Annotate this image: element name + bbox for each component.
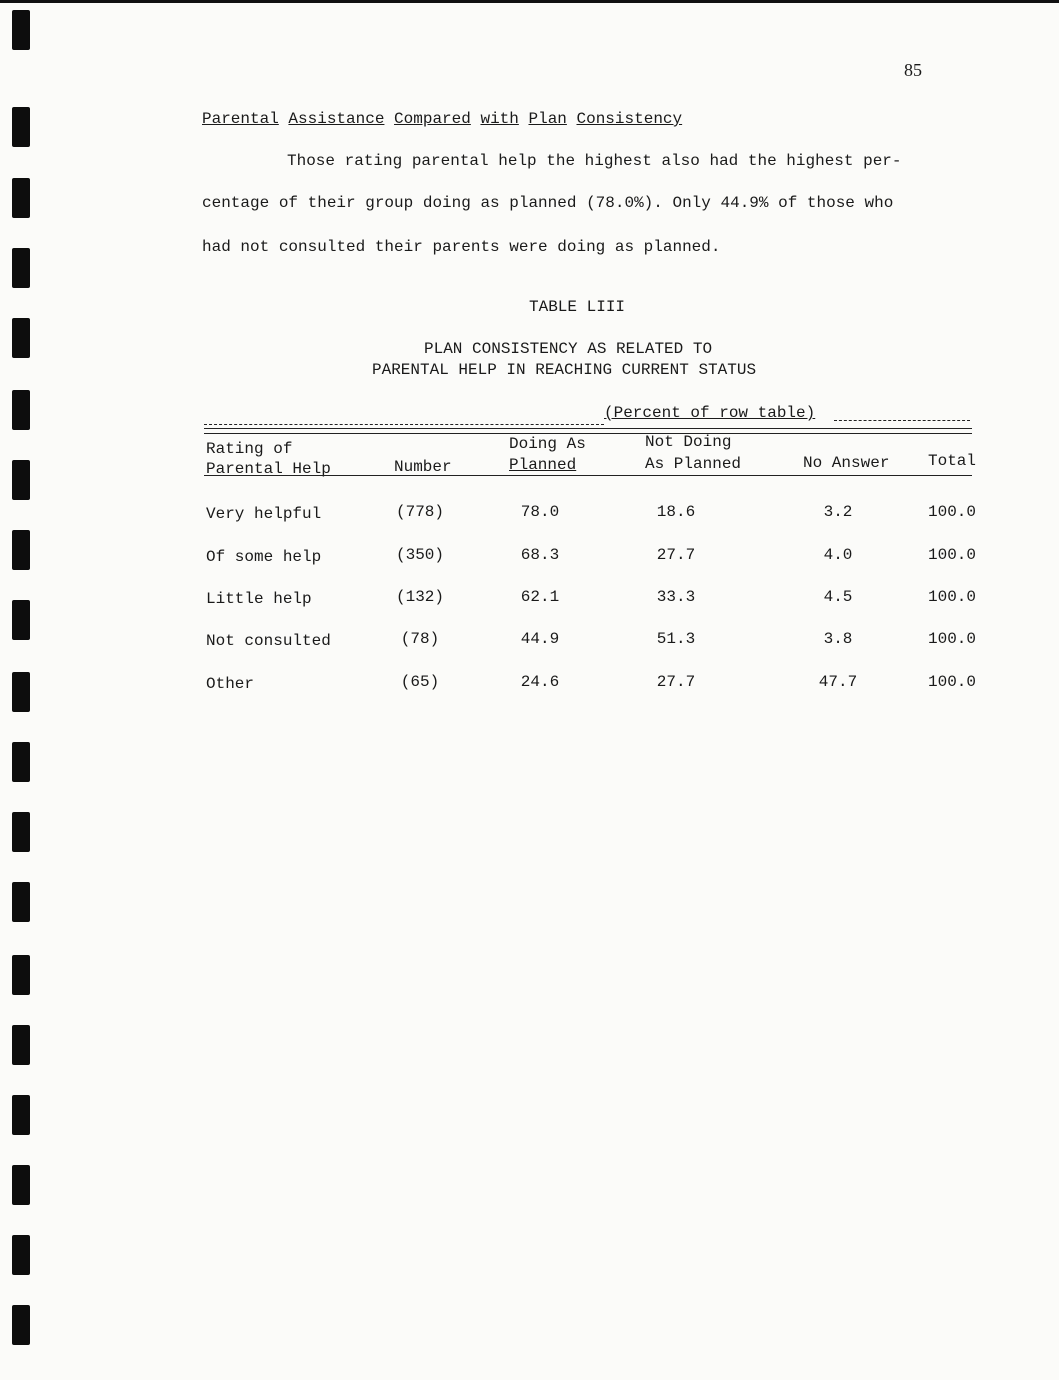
cell-doing: 78.0 <box>520 503 560 521</box>
cell-number: (78) <box>400 630 440 648</box>
binding-hole <box>12 10 30 50</box>
table-subheader: (Percent of row table) <box>604 404 816 422</box>
section-heading: Parental Assistance Compared with Plan C… <box>202 110 682 128</box>
paragraph-line: Those rating parental help the highest a… <box>287 152 902 170</box>
cell-not-doing: 33.3 <box>656 588 696 606</box>
cell-rating: Of some help <box>206 548 322 566</box>
binding-hole <box>12 812 30 852</box>
cell-number: (132) <box>395 588 444 606</box>
heading-word: with <box>480 110 519 128</box>
header-not-doing-line1: Not Doing <box>645 433 732 451</box>
cell-total: 100.0 <box>928 588 977 606</box>
cell-number: (65) <box>400 673 440 691</box>
binding-hole <box>12 1095 30 1135</box>
page-top-edge <box>0 0 1059 3</box>
cell-no-answer: 3.8 <box>823 630 853 648</box>
table-title-line: PLAN CONSISTENCY AS RELATED TO <box>424 340 713 358</box>
cell-total: 100.0 <box>928 630 977 648</box>
cell-rating: Little help <box>206 590 312 608</box>
table-number: TABLE LIII <box>529 298 626 316</box>
header-doing-line1: Doing As <box>509 435 586 453</box>
header-top-rule <box>204 428 972 429</box>
cell-rating: Not consulted <box>206 632 331 650</box>
binding-hole <box>12 1235 30 1275</box>
header-bottom-rule <box>204 475 972 476</box>
header-rating-line2: Parental Help <box>206 460 331 478</box>
cell-number: (778) <box>395 503 444 521</box>
dashed-rule <box>204 424 604 425</box>
header-rating-line1: Rating of <box>206 440 293 458</box>
binding-hole <box>12 882 30 922</box>
heading-word: Assistance <box>288 110 385 128</box>
cell-total: 100.0 <box>928 503 977 521</box>
cell-not-doing: 27.7 <box>656 546 696 564</box>
cell-rating: Very helpful <box>206 505 322 523</box>
binding-hole <box>12 955 30 995</box>
paragraph-line: had not consulted their parents were doi… <box>202 238 721 256</box>
binding-hole <box>12 318 30 358</box>
header-no-answer: No Answer <box>803 454 890 472</box>
paragraph-line: centage of their group doing as planned … <box>202 194 894 212</box>
binding-hole <box>12 248 30 288</box>
cell-not-doing: 51.3 <box>656 630 696 648</box>
cell-not-doing: 27.7 <box>656 673 696 691</box>
cell-no-answer: 4.5 <box>823 588 853 606</box>
header-total: Total <box>928 452 977 470</box>
cell-doing: 24.6 <box>520 673 560 691</box>
cell-doing: 44.9 <box>520 630 560 648</box>
heading-word: Parental <box>202 110 279 128</box>
binding-hole <box>12 530 30 570</box>
cell-number: (350) <box>395 546 444 564</box>
header-doing-line2: Planned <box>509 456 577 474</box>
heading-word: Compared <box>394 110 471 128</box>
binding-hole <box>12 1025 30 1065</box>
dashed-rule <box>834 420 970 421</box>
cell-not-doing: 18.6 <box>656 503 696 521</box>
binding-hole <box>12 672 30 712</box>
header-not-doing-line2: As Planned <box>645 455 742 473</box>
cell-rating: Other <box>206 675 255 693</box>
heading-word: Consistency <box>576 110 683 128</box>
binding-hole <box>12 107 30 147</box>
header-top-rule <box>204 433 972 434</box>
cell-total: 100.0 <box>928 546 977 564</box>
binding-hole <box>12 1305 30 1345</box>
heading-word: Plan <box>528 110 567 128</box>
cell-no-answer: 3.2 <box>823 503 853 521</box>
table-title-line: PARENTAL HELP IN REACHING CURRENT STATUS <box>372 361 757 379</box>
binding-hole <box>12 600 30 640</box>
binding-hole <box>12 1165 30 1205</box>
cell-no-answer: 47.7 <box>818 673 858 691</box>
cell-doing: 68.3 <box>520 546 560 564</box>
page-number: 85 <box>904 60 922 80</box>
binding-hole <box>12 460 30 500</box>
cell-doing: 62.1 <box>520 588 560 606</box>
cell-total: 100.0 <box>928 673 977 691</box>
binding-hole <box>12 390 30 430</box>
cell-no-answer: 4.0 <box>823 546 853 564</box>
binding-hole <box>12 178 30 218</box>
binding-hole <box>12 742 30 782</box>
header-number: Number <box>394 458 452 476</box>
